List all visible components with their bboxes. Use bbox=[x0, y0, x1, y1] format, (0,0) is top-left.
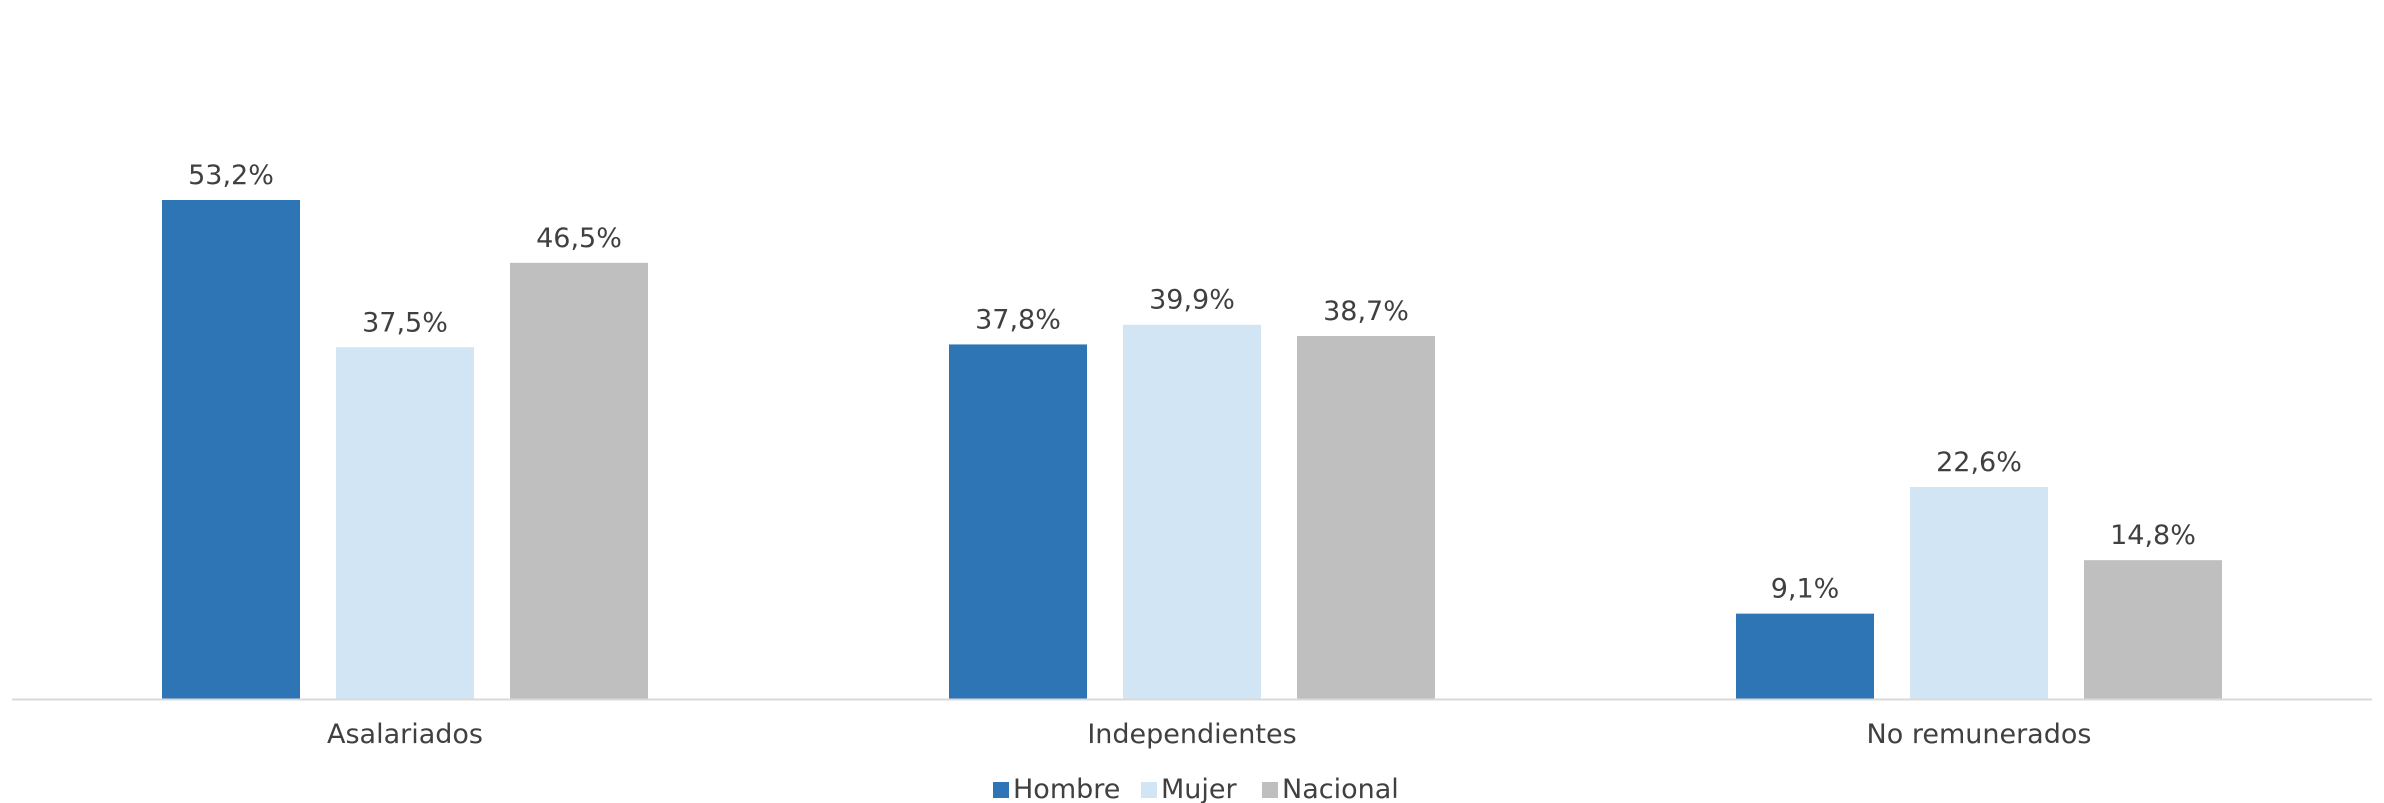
category-label-no-remunerados: No remunerados bbox=[1867, 719, 2092, 750]
legend-label-nacional: Nacional bbox=[1282, 774, 1399, 803]
bars-layer bbox=[162, 199, 2222, 699]
category-label-independientes: Independientes bbox=[1087, 719, 1296, 750]
bar-no-remunerados-mujer bbox=[1910, 487, 2048, 699]
bar-asalariados-hombre bbox=[162, 199, 300, 699]
category-labels-layer: Asalariados Independientes No remunerados bbox=[327, 719, 2091, 750]
legend-swatch-mujer bbox=[1141, 782, 1157, 798]
bar-asalariados-mujer bbox=[336, 347, 474, 699]
bar-independientes-mujer bbox=[1123, 324, 1261, 699]
bar-independientes-nacional bbox=[1297, 335, 1435, 699]
value-label-independientes-mujer: 39,9% bbox=[1149, 285, 1235, 316]
bar-no-remunerados-hombre bbox=[1736, 613, 1874, 699]
bar-asalariados-nacional bbox=[510, 262, 648, 699]
value-label-independientes-hombre: 37,8% bbox=[975, 304, 1061, 335]
value-label-asalariados-nacional: 46,5% bbox=[536, 223, 622, 254]
legend-swatch-nacional bbox=[1262, 782, 1278, 798]
value-label-no-remunerados-mujer: 22,6% bbox=[1936, 447, 2022, 478]
value-label-independientes-nacional: 38,7% bbox=[1323, 296, 1409, 327]
bar-no-remunerados-nacional bbox=[2084, 560, 2222, 699]
value-label-asalariados-hombre: 53,2% bbox=[188, 160, 274, 191]
legend-swatch-hombre bbox=[993, 782, 1009, 798]
value-label-no-remunerados-nacional: 14,8% bbox=[2110, 520, 2196, 551]
legend: Hombre Mujer Nacional bbox=[993, 774, 1399, 803]
value-label-asalariados-mujer: 37,5% bbox=[362, 307, 448, 338]
category-label-asalariados: Asalariados bbox=[327, 719, 483, 750]
value-label-no-remunerados-hombre: 9,1% bbox=[1771, 574, 1840, 605]
legend-label-mujer: Mujer bbox=[1161, 774, 1238, 803]
bar-independientes-hombre bbox=[949, 344, 1087, 699]
value-labels-layer: 53,2% 37,5% 46,5% 37,8% 39,9% 38,7% 9,1% 22,6% 1… bbox=[188, 160, 2196, 605]
legend-label-hombre: Hombre bbox=[1013, 774, 1120, 803]
